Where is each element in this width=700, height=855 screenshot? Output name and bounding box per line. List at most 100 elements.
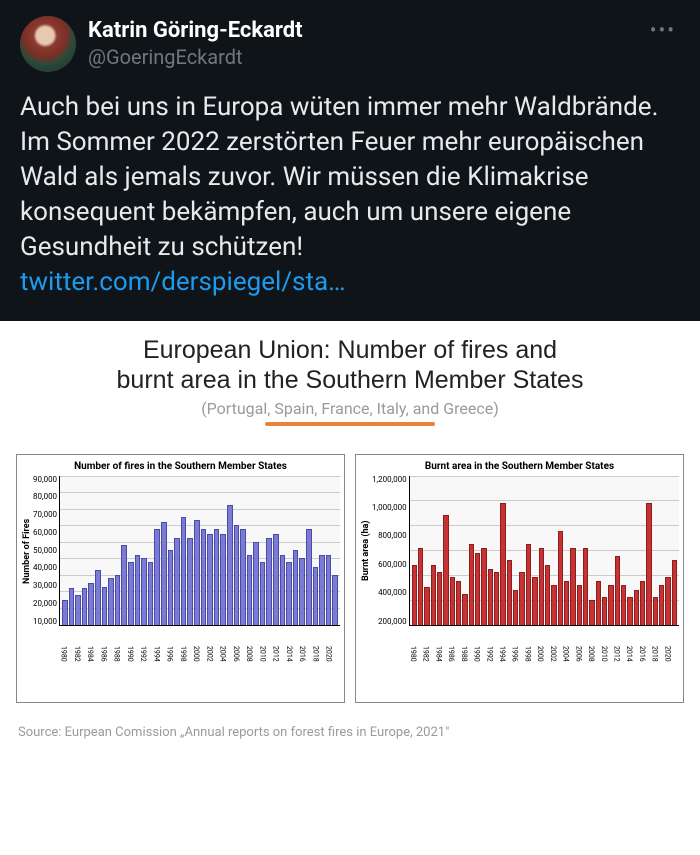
bar — [319, 555, 325, 625]
more-icon[interactable]: ••• — [646, 16, 680, 44]
title-line-1: European Union: Number of fires and — [143, 336, 557, 364]
infographic-subtitle: (Portugal, Spain, France, Italy, and Gre… — [16, 399, 684, 418]
x-tick — [671, 628, 676, 662]
x-tick: 1986 — [449, 628, 454, 662]
x-tick: 2008 — [247, 628, 253, 662]
x-tick: 2006 — [576, 628, 581, 662]
bar — [418, 548, 423, 625]
bar — [589, 600, 594, 625]
bar — [475, 553, 480, 625]
x-tick: 2004 — [563, 628, 568, 662]
bar — [135, 555, 141, 625]
x-tick: 1992 — [141, 628, 147, 662]
bar — [141, 558, 147, 624]
bar — [95, 570, 101, 625]
y-tick: 800,000 — [372, 532, 407, 540]
bar — [412, 565, 417, 625]
bar — [570, 548, 575, 625]
plot-area — [59, 476, 340, 626]
bar — [299, 558, 305, 624]
bar — [220, 534, 226, 625]
x-tick: 2010 — [601, 628, 606, 662]
bar — [306, 529, 312, 625]
bar — [672, 560, 677, 625]
bars — [410, 476, 679, 625]
x-tick: 1996 — [512, 628, 517, 662]
y-axis-ticks: 200,000400,000600,000800,0001,000,0001,2… — [372, 476, 409, 626]
x-tick: 2008 — [589, 628, 594, 662]
bar — [266, 538, 272, 624]
x-tick: 1982 — [74, 628, 80, 662]
bar — [424, 587, 429, 624]
bar — [62, 600, 68, 625]
bar — [488, 569, 493, 625]
y-tick: 90,000 — [33, 476, 57, 484]
bar — [273, 534, 279, 625]
bar — [469, 544, 474, 625]
bar — [121, 545, 127, 624]
bar — [481, 548, 486, 625]
bar — [181, 517, 187, 625]
chart-title: Number of fires in the Southern Member S… — [21, 461, 340, 472]
y-tick: 20,000 — [33, 600, 57, 608]
y-tick: 40,000 — [33, 564, 57, 572]
tweet-body: Auch bei uns in Europa wüten immer mehr … — [20, 90, 680, 301]
title-line-2: burnt area in the Southern Member States — [117, 366, 584, 394]
x-tick: 2020 — [326, 628, 332, 662]
x-tick: 1990 — [474, 628, 479, 662]
infographic: European Union: Number of fires and burn… — [0, 321, 700, 711]
source-line: Source: Eurpean Comission „Annual report… — [0, 711, 700, 754]
x-tick: 2002 — [551, 628, 556, 662]
bar — [558, 531, 563, 624]
x-tick: 2014 — [627, 628, 632, 662]
bar — [260, 562, 266, 625]
bar — [148, 562, 154, 625]
y-tick: 400,000 — [372, 589, 407, 597]
x-tick: 2012 — [273, 628, 279, 662]
bar — [532, 577, 537, 624]
charts-row: Number of fires in the Southern Member S… — [16, 454, 684, 703]
x-tick: 2016 — [640, 628, 645, 662]
bar — [174, 538, 180, 624]
y-tick: 200,000 — [372, 618, 407, 626]
bar — [462, 594, 467, 625]
x-tick: 1990 — [127, 628, 133, 662]
chart-fires: Number of fires in the Southern Member S… — [16, 454, 345, 703]
bar — [82, 588, 88, 624]
y-axis-ticks: 10,00020,00030,00040,00050,00060,00070,0… — [33, 476, 59, 626]
bar — [240, 529, 246, 625]
bar — [234, 525, 240, 624]
bar — [187, 538, 193, 624]
x-tick: 2010 — [260, 628, 266, 662]
y-tick: 30,000 — [33, 582, 57, 590]
bar — [161, 522, 167, 625]
bar — [128, 562, 134, 625]
bar — [75, 595, 81, 625]
y-tick: 70,000 — [33, 511, 57, 519]
y-tick: 600,000 — [372, 561, 407, 569]
y-axis-label: Burnt area (ha) — [360, 476, 372, 626]
bar — [286, 562, 292, 625]
y-axis-label: Number of Fires — [21, 476, 33, 626]
x-tick — [333, 628, 339, 662]
x-tick: 1994 — [154, 628, 160, 662]
bar — [551, 585, 556, 625]
x-tick: 1988 — [462, 628, 467, 662]
bar — [168, 550, 174, 625]
x-axis: 1980198219841986198819901992199419961998… — [409, 628, 679, 662]
bar — [640, 581, 645, 624]
x-tick: 2016 — [300, 628, 306, 662]
bar — [646, 503, 651, 625]
bar — [313, 567, 319, 625]
x-tick: 2000 — [194, 628, 200, 662]
bar — [519, 572, 524, 624]
bar — [431, 565, 436, 625]
bar — [450, 577, 455, 624]
x-tick: 2002 — [207, 628, 213, 662]
avatar[interactable] — [20, 16, 76, 72]
tweet-link[interactable]: twitter.com/derspiegel/sta… — [20, 267, 346, 297]
chart-title: Burnt area in the Southern Member States — [360, 461, 679, 472]
author-block[interactable]: Katrin Göring-Eckardt @GoeringEckardt — [88, 16, 634, 70]
bar — [621, 585, 626, 625]
x-tick: 2018 — [652, 628, 657, 662]
